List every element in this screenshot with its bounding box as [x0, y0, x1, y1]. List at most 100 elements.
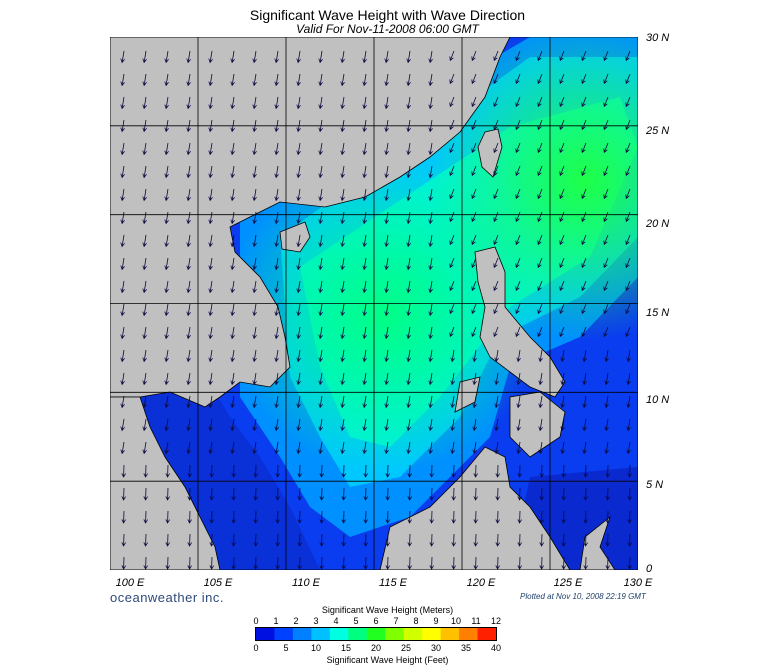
wave-direction-arrow — [318, 165, 323, 179]
wave-direction-arrow — [231, 487, 236, 501]
wave-direction-arrow — [186, 441, 191, 455]
wave-direction-arrow — [362, 119, 367, 133]
wave-direction-arrow — [515, 142, 521, 154]
wave-direction-arrow — [208, 349, 213, 363]
wave-direction-arrow — [164, 73, 169, 87]
wave-direction-arrow — [582, 372, 587, 386]
wave-direction-arrow — [384, 119, 389, 133]
wave-direction-arrow — [538, 349, 543, 363]
wave-direction-arrow — [340, 50, 345, 64]
wave-direction-arrow — [186, 142, 191, 156]
wave-direction-arrow — [494, 372, 499, 386]
wave-direction-arrow — [252, 395, 257, 409]
wave-direction-arrow — [428, 280, 433, 294]
wave-direction-arrow — [252, 96, 257, 110]
wave-direction-arrow — [296, 142, 301, 156]
wave-direction-arrow — [450, 441, 455, 455]
wave-direction-arrow — [362, 418, 367, 432]
wave-direction-arrow — [384, 326, 389, 340]
wave-direction-arrow — [604, 395, 609, 409]
wave-direction-arrow — [142, 418, 147, 432]
wave-direction-arrow — [340, 441, 345, 455]
wave-direction-arrow — [428, 395, 433, 409]
wave-direction-arrow — [493, 234, 499, 246]
wave-direction-arrow — [318, 372, 323, 386]
wave-direction-arrow — [428, 188, 433, 202]
wave-direction-arrow — [142, 73, 147, 87]
wave-direction-arrow — [473, 464, 478, 478]
wave-direction-arrow — [429, 556, 434, 570]
wave-direction-arrow — [406, 211, 411, 225]
wave-direction-arrow — [252, 303, 257, 317]
wave-direction-arrow — [363, 464, 368, 478]
wave-direction-arrow — [450, 372, 455, 386]
colorbar-feet-tick: 15 — [340, 643, 352, 653]
wave-direction-arrow — [515, 96, 521, 108]
colorbar-feet-tick: 5 — [283, 643, 289, 653]
wave-direction-arrow — [142, 441, 147, 455]
wave-direction-arrow — [473, 533, 478, 547]
wave-direction-arrow — [187, 533, 192, 547]
wave-direction-arrow — [384, 73, 389, 87]
wave-direction-arrow — [318, 96, 323, 110]
wave-direction-arrow — [472, 372, 477, 386]
wave-direction-arrow — [559, 96, 565, 108]
wave-direction-arrow — [428, 96, 433, 110]
wave-direction-arrow — [583, 556, 588, 570]
lat-label-20n: 20 N — [646, 218, 670, 230]
wave-direction-arrow — [274, 211, 279, 225]
wave-direction-arrow — [471, 142, 477, 154]
lat-label-25n: 25 N — [646, 125, 670, 137]
wave-direction-arrow — [142, 96, 147, 110]
wave-direction-arrow — [451, 487, 456, 501]
wave-direction-arrow — [296, 372, 301, 386]
colorbar-swatch — [329, 628, 349, 640]
wave-direction-arrow — [164, 280, 169, 294]
wave-direction-arrow — [186, 211, 191, 225]
wave-direction-arrow — [252, 188, 257, 202]
wave-direction-arrow — [537, 119, 543, 131]
wave-direction-arrow — [384, 395, 389, 409]
wave-direction-arrow — [384, 96, 389, 110]
wave-direction-arrow — [471, 326, 477, 338]
wave-direction-arrow — [384, 188, 389, 202]
wave-direction-arrow — [581, 303, 587, 315]
wave-direction-arrow — [187, 487, 192, 501]
colorbar-feet-title: Significant Wave Height (Feet) — [326, 655, 449, 665]
wave-direction-arrow — [252, 119, 257, 133]
wave-direction-arrow — [296, 349, 301, 363]
wave-direction-arrow — [603, 50, 609, 62]
wave-direction-arrow — [208, 50, 213, 64]
colorbar-feet-tick: 10 — [310, 643, 322, 653]
wave-direction-arrow — [627, 464, 632, 478]
wave-direction-arrow — [318, 395, 323, 409]
borneo-land — [379, 446, 571, 570]
wave-direction-arrow — [626, 418, 631, 432]
taiwan-land — [477, 128, 503, 178]
wave-direction-arrow — [186, 50, 191, 64]
wave-direction-arrow — [625, 142, 631, 154]
wave-direction-arrow — [559, 188, 565, 200]
wave-direction-arrow — [230, 372, 235, 386]
wave-direction-arrow — [120, 280, 125, 294]
wave-direction-arrow — [407, 464, 412, 478]
wave-direction-arrow — [471, 280, 477, 292]
wave-direction-arrow — [385, 464, 390, 478]
wave-direction-arrow — [451, 556, 456, 570]
wave-direction-arrow — [384, 50, 389, 64]
oceanweather-brand: oceanweather inc. — [110, 590, 225, 605]
wave-direction-arrow — [450, 349, 455, 363]
wave-direction-arrow — [186, 257, 191, 271]
wave-direction-arrow — [318, 303, 323, 317]
wave-direction-arrow — [517, 487, 522, 501]
wave-direction-arrow — [449, 280, 455, 292]
wave-direction-arrow — [252, 234, 257, 248]
wave-direction-arrow — [384, 165, 389, 179]
wave-direction-arrow — [605, 556, 610, 570]
lat-label-15n: 15 N — [646, 307, 670, 319]
wave-direction-arrow — [428, 257, 433, 271]
wave-direction-arrow — [472, 395, 477, 409]
wave-direction-arrow — [208, 73, 213, 87]
wave-direction-arrow — [604, 349, 609, 363]
wave-direction-arrow — [384, 234, 389, 248]
